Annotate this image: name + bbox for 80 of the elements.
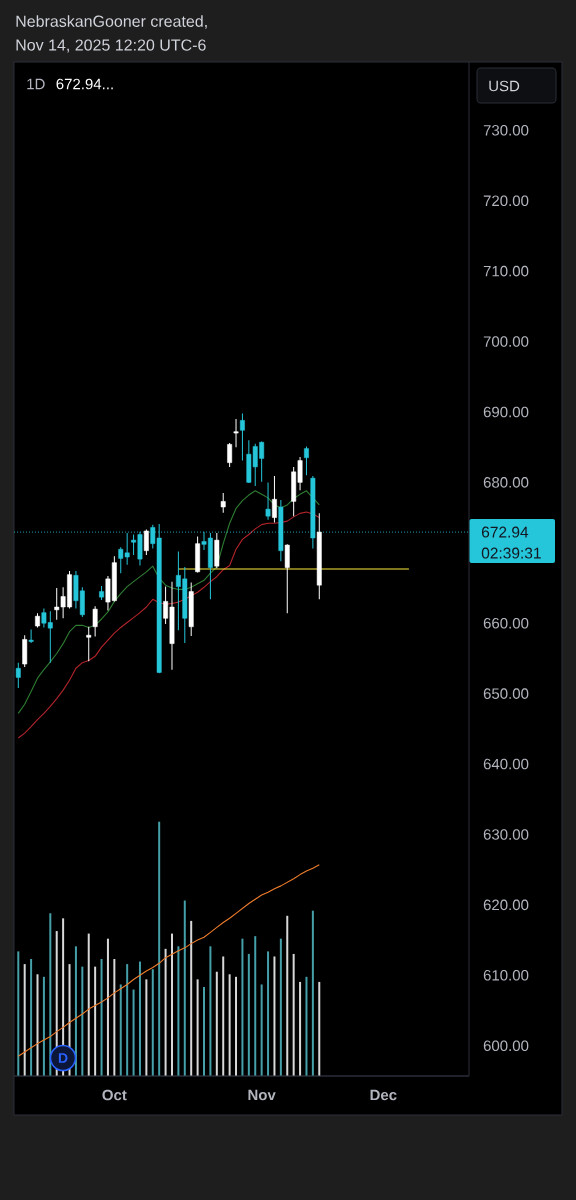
x-tick-label: Nov xyxy=(248,1089,276,1101)
bar xyxy=(196,979,199,1076)
text: NebraskanGooner created, xyxy=(16,15,207,29)
bar xyxy=(254,936,257,1076)
candlestick xyxy=(28,629,34,644)
candlestick xyxy=(227,442,233,468)
candlestick xyxy=(265,481,271,521)
bar xyxy=(209,946,212,1076)
bar xyxy=(74,946,77,1076)
bar xyxy=(279,938,282,1076)
bar xyxy=(267,951,270,1076)
candlestick xyxy=(304,445,309,476)
y-tick-label: 720.00 xyxy=(483,195,529,207)
bar xyxy=(222,956,225,1076)
x-tick-label: Dec xyxy=(370,1089,397,1101)
bar xyxy=(203,986,206,1076)
bar xyxy=(260,984,263,1076)
candlestick xyxy=(240,412,245,462)
ref-line-label: 672.94 xyxy=(481,526,529,538)
y-tick-label: 700.00 xyxy=(483,336,529,347)
annotation: D xyxy=(58,1053,68,1063)
bar xyxy=(158,821,161,1076)
candlestick xyxy=(86,626,92,662)
x-tick-label: Oct xyxy=(102,1089,127,1101)
y-tick-label: 660.00 xyxy=(483,617,529,629)
line-series xyxy=(17,511,320,739)
text: USD xyxy=(489,80,520,92)
candlestick xyxy=(220,492,226,514)
y-tick-label: 680.00 xyxy=(483,477,529,488)
bar xyxy=(17,951,20,1076)
bar xyxy=(119,984,122,1076)
bar xyxy=(177,946,180,1076)
bar xyxy=(113,959,116,1076)
text: 02:39:31 xyxy=(481,547,541,559)
bar xyxy=(305,976,308,1076)
bar xyxy=(23,964,26,1076)
bar xyxy=(170,933,173,1076)
candlestick xyxy=(143,529,149,556)
bar xyxy=(81,966,84,1076)
candlestick xyxy=(15,662,21,689)
bar xyxy=(106,938,109,1076)
candlestick xyxy=(272,475,277,524)
y-tick-label: 690.00 xyxy=(483,406,529,418)
bar xyxy=(138,961,141,1076)
candlestick xyxy=(92,605,98,638)
bar xyxy=(30,959,33,1076)
y-tick-label: 730.00 xyxy=(483,124,529,136)
y-tick-label: 630.00 xyxy=(483,829,529,840)
bar xyxy=(318,981,321,1076)
bar xyxy=(94,966,97,1076)
text: 1D xyxy=(27,78,45,90)
y-tick-label: 610.00 xyxy=(483,969,529,981)
bar xyxy=(235,976,238,1076)
bar xyxy=(87,933,90,1076)
y-tick-label: 620.00 xyxy=(483,899,529,911)
y-tick-label: 640.00 xyxy=(483,758,529,770)
y-tick-label: 600.00 xyxy=(483,1040,529,1052)
bar xyxy=(241,938,244,1076)
text: Nov 14, 2025 12:20 UTC-6 xyxy=(16,39,206,53)
bar xyxy=(100,959,103,1076)
bar xyxy=(190,920,193,1076)
bar xyxy=(273,956,276,1076)
candlestick xyxy=(284,543,290,614)
bar xyxy=(299,981,302,1076)
bar xyxy=(228,974,231,1076)
bar xyxy=(49,913,52,1076)
bar xyxy=(42,976,45,1076)
bar xyxy=(126,964,129,1076)
y-tick-label: 710.00 xyxy=(483,265,529,277)
bar xyxy=(164,948,167,1076)
bar xyxy=(145,979,148,1076)
bar xyxy=(215,971,218,1076)
bar xyxy=(286,915,289,1076)
y-tick-label: 650.00 xyxy=(483,688,529,699)
bar xyxy=(36,974,39,1076)
bar xyxy=(183,900,186,1076)
candlestick xyxy=(233,418,239,448)
bar xyxy=(292,953,295,1076)
bar xyxy=(151,969,154,1076)
text: 672.94... xyxy=(56,78,113,90)
